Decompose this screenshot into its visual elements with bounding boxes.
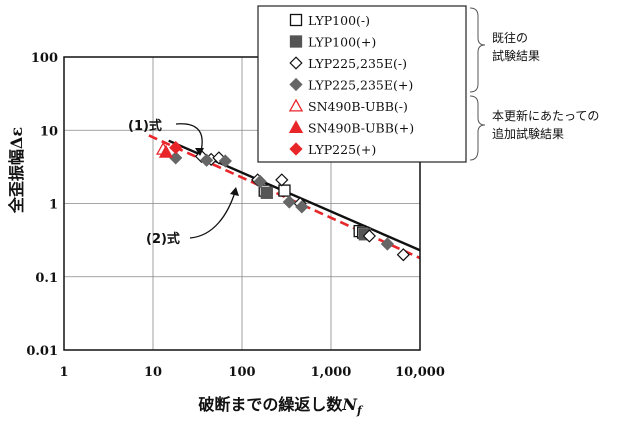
data-point-series-7 [169, 140, 183, 155]
fit-1-label: (1)式 [128, 118, 162, 134]
x-axis-label-variable: N [341, 395, 358, 414]
legend-marker [288, 98, 304, 112]
x-tick-label: 100 [228, 365, 255, 380]
legend: LYP100(-) LYP100(+) LYP225,235E(-) LYP225,2… [257, 5, 467, 163]
legend-label: LYP225,235E(+) [308, 78, 413, 93]
group-2-line-2: 追加試験結果 [492, 126, 564, 141]
data-point-series-3 [212, 151, 226, 165]
data-point-series-4 [199, 153, 214, 167]
x-tick-label: 1 [59, 365, 68, 380]
y-tick-label: 10 [40, 124, 58, 139]
fit-2-label: (2)式 [146, 231, 180, 247]
data-point-series-1 [278, 184, 291, 197]
y-axis-label: 全歪振幅Δε [7, 127, 26, 214]
x-axis-label-subscript: f [356, 404, 364, 417]
group-1-line-2: 試験結果 [492, 48, 540, 63]
data-point-series-4 [295, 200, 309, 214]
legend-label: LYP225(+) [308, 142, 376, 157]
legend-marker [289, 142, 303, 156]
y-tick-label: 0.01 [26, 344, 58, 359]
y-tick-label: 0.1 [35, 271, 58, 286]
x-tick-label: 1,000 [311, 365, 352, 380]
plot-frame [63, 56, 421, 351]
x-tick-label: 10,000 [395, 365, 445, 380]
data-point-series-4 [253, 174, 267, 189]
data-point-series-3 [362, 229, 377, 243]
legend-label: SN490B-UBB(+) [308, 121, 414, 136]
group-1-brace [469, 7, 486, 93]
fit-2-arrow [189, 191, 236, 239]
legend-items: LYP100(-) LYP100(+) LYP225,235E(-) LYP225,2… [288, 13, 414, 157]
fit-annotations: (1)式 (2)式 [128, 118, 239, 247]
legend-marker [289, 35, 303, 48]
x-axis-label: 破断までの繰返し数Nf [198, 395, 364, 417]
group-notes: 既往の 試験結果 本更新にあたっての 追加試験結果 [469, 7, 599, 161]
y-tick-label: 1 [49, 198, 58, 213]
fit-1-arrowhead [195, 148, 204, 156]
legend-marker [289, 13, 303, 27]
x-tick-label: 10 [144, 365, 162, 380]
axis-labels: 破断までの繰返し数Nf 全歪振幅Δε [7, 127, 364, 417]
data-point-series-4 [218, 154, 232, 168]
group-2-line-1: 本更新にあたっての [492, 108, 599, 123]
legend-label: LYP225,235E(-) [308, 56, 407, 71]
legend-marker [289, 56, 303, 70]
fit-2-arrowhead [230, 187, 239, 196]
data-point-series-3 [396, 248, 410, 262]
legend-marker [289, 77, 303, 92]
data-point-series-2 [260, 186, 273, 199]
y-tick-label: 100 [31, 51, 58, 66]
data-point-series-4 [282, 195, 296, 209]
tick-labels: 1 10 100 1,000 10,000 100 10 1 0.1 0.01 [26, 51, 445, 380]
group-2-brace [469, 95, 486, 161]
data-points [155, 140, 410, 262]
data-point-series-3 [275, 173, 289, 187]
legend-label: LYP100(+) [308, 35, 376, 50]
legend-label: SN490B-UBB(-) [308, 99, 408, 114]
legend-marker [288, 120, 304, 133]
x-axis-label-text: 破断までの繰返し数 [198, 395, 343, 414]
data-point-series-4 [380, 237, 395, 251]
legend-label: LYP100(-) [308, 13, 370, 28]
group-1-line-1: 既往の [492, 30, 528, 45]
data-point-series-6 [158, 144, 174, 158]
